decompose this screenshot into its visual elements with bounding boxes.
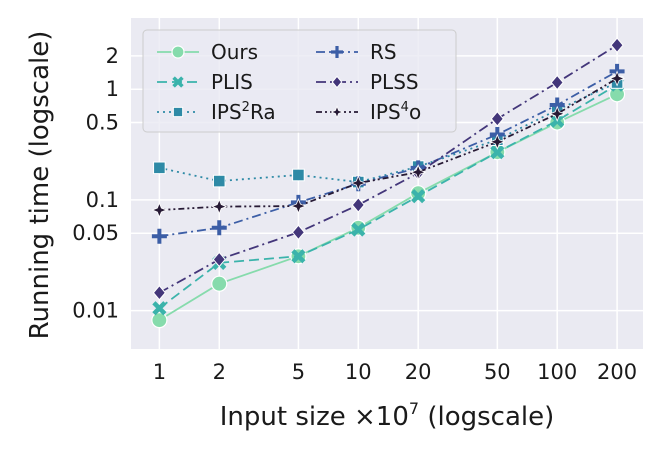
data-point-star4 xyxy=(151,201,168,219)
data-point-star4 xyxy=(608,70,626,87)
y-axis-label: Running time (logscale) xyxy=(25,31,55,340)
x-tick-label: 10 xyxy=(345,360,372,384)
legend-label-name: RS xyxy=(370,40,397,64)
legend-item: PLIS xyxy=(157,70,253,94)
series-line xyxy=(158,83,618,309)
x-tick-label: 20 xyxy=(405,360,432,384)
legend-label-name: IPS xyxy=(211,100,242,124)
y-tick-label: 0.05 xyxy=(72,221,119,245)
data-point-diamond xyxy=(490,111,504,127)
y-tick-label: 1 xyxy=(106,77,119,101)
data-point-diamond xyxy=(212,251,226,268)
data-point-diamond xyxy=(152,284,166,301)
legend-label-sup: 4 xyxy=(401,100,409,115)
legend-label-tail: o xyxy=(409,100,421,124)
data-point-circle xyxy=(211,275,228,292)
x-tick-label: 100 xyxy=(537,360,577,384)
data-point-diamond xyxy=(351,197,365,213)
x-tick-label: 200 xyxy=(597,360,637,384)
data-point-star4 xyxy=(350,174,367,192)
data-point-diamond xyxy=(610,37,624,53)
data-point-star4 xyxy=(410,164,427,181)
data-point-x xyxy=(152,301,167,316)
x-axis-label-tail: (logscale) xyxy=(419,402,554,432)
data-point-square xyxy=(153,161,166,175)
legend-item: RS xyxy=(316,40,397,64)
series-line xyxy=(159,77,618,211)
legend-label: RS xyxy=(370,40,397,64)
data-point-star4 xyxy=(489,133,506,150)
legend-item: PLSS xyxy=(316,70,419,94)
series-4 xyxy=(152,37,624,301)
legend-label: PLSS xyxy=(370,70,419,94)
legend-label-name: IPS xyxy=(370,100,401,124)
legend-label-name: Ours xyxy=(211,40,258,64)
data-point-star4 xyxy=(549,105,566,122)
y-tick-label: 0.5 xyxy=(86,111,119,135)
data-point-star4 xyxy=(330,105,344,119)
data-point-square xyxy=(172,106,184,118)
data-point-circle xyxy=(171,45,185,59)
legend-label-tail: Ra xyxy=(250,100,276,124)
data-point-diamond xyxy=(550,74,564,91)
x-tick-label: 5 xyxy=(292,360,305,384)
data-point-star4 xyxy=(211,198,228,215)
data-point-x xyxy=(172,76,184,88)
data-point-square xyxy=(292,168,305,182)
data-point-star4 xyxy=(290,197,307,215)
series-5 xyxy=(151,70,626,219)
legend-label: IPS2Ra xyxy=(211,100,276,124)
data-point-plus xyxy=(331,46,343,58)
x-tick-label: 2 xyxy=(213,360,226,384)
data-point-circle xyxy=(151,312,168,329)
series-line xyxy=(158,93,618,321)
legend-label: IPS4o xyxy=(370,100,421,124)
series-line xyxy=(159,81,618,183)
legend-label-name: PLIS xyxy=(211,70,253,94)
legend-item: Ours xyxy=(157,40,258,64)
x-tick-label: 1 xyxy=(153,360,166,384)
x-axis-label-main: Input size ×10 xyxy=(220,402,409,432)
legend-label: Ours xyxy=(211,40,258,64)
legend-label-name: PLSS xyxy=(370,70,419,94)
data-point-x xyxy=(291,249,306,264)
data-point-diamond xyxy=(291,224,306,241)
y-tick-label: 0.01 xyxy=(72,299,119,323)
legend-item: IPS4o xyxy=(316,100,421,124)
legend-item: IPS2Ra xyxy=(157,100,276,124)
x-axis-label: Input size ×107 (logscale) xyxy=(220,399,555,432)
x-axis-label-exponent: 7 xyxy=(409,399,419,418)
legend-label: PLIS xyxy=(211,70,253,94)
y-tick-label: 2 xyxy=(106,44,119,68)
data-point-x xyxy=(351,222,366,237)
series-layer xyxy=(151,37,626,329)
y-tick-labels: 0.01 0.05 0.1 0.5 1 2 xyxy=(72,44,119,323)
data-point-plus xyxy=(151,228,167,244)
legend-label-sup: 2 xyxy=(242,100,250,115)
x-tick-label: 50 xyxy=(484,360,511,384)
data-point-diamond xyxy=(331,75,343,89)
legend-box xyxy=(142,29,457,133)
data-point-plus xyxy=(211,220,227,236)
data-point-square xyxy=(212,174,226,188)
data-point-x xyxy=(490,145,505,160)
x-tick-labels: 1 2 5 10 20 50 100 200 xyxy=(153,360,637,384)
series-line xyxy=(158,44,618,294)
data-point-x xyxy=(411,189,426,204)
y-tick-label: 0.1 xyxy=(86,188,119,212)
